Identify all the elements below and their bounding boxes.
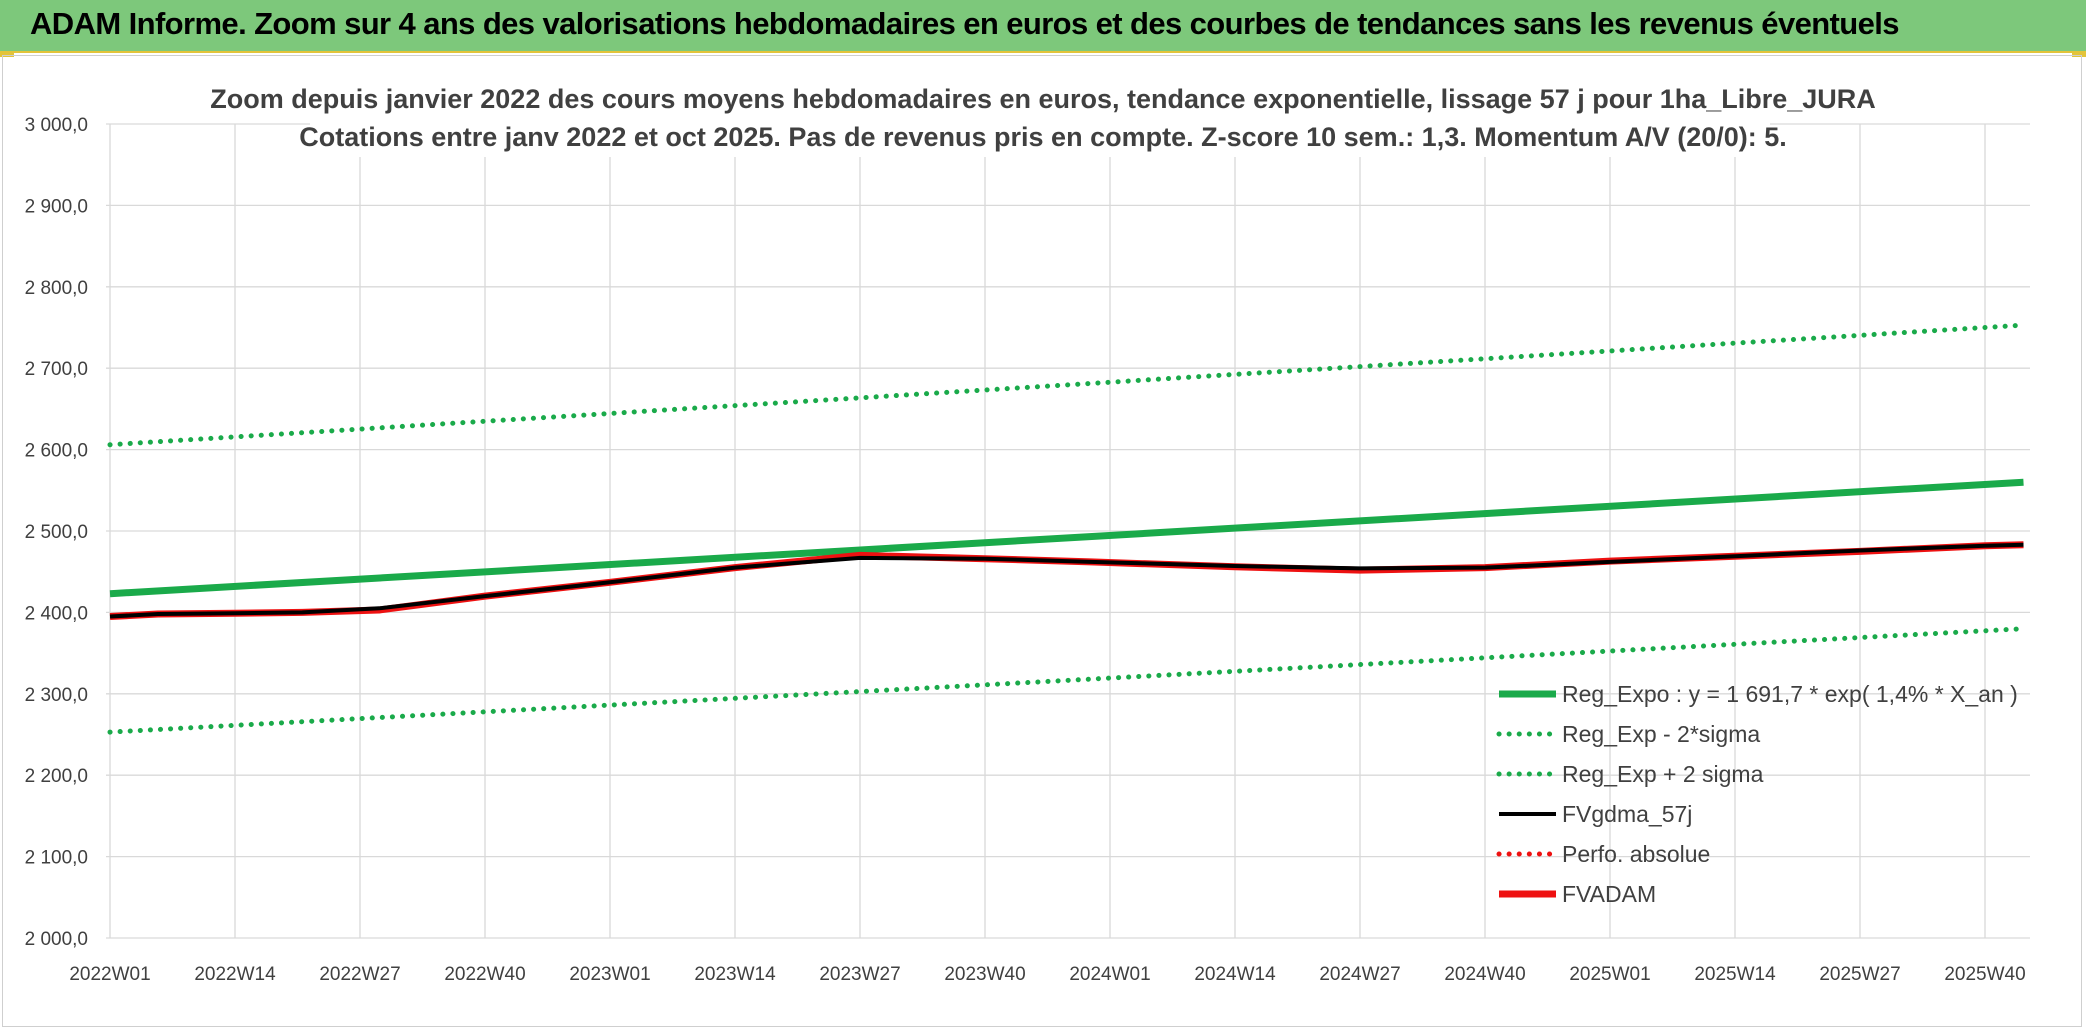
legend-entry-label: Reg_Exp - 2*sigma: [1562, 721, 1760, 747]
x-axis-ticks: 2022W01 2022W14 2022W27 2022W40 2023W01 2023W…: [69, 964, 2025, 985]
x-tick-label: 2023W27: [819, 964, 900, 985]
y-axis-ticks: 2 000,0 2 100,0 2 200,0 2 300,0 2 400,0 2 500…: [25, 115, 88, 950]
x-tick-label: 2022W40: [444, 964, 525, 985]
x-tick-label: 2024W01: [1069, 964, 1150, 985]
series-line-2: [107, 322, 2026, 448]
legend-entry-label: Perfo. absolue: [1562, 841, 1710, 867]
x-tick-label: 2025W27: [1819, 964, 1900, 985]
y-tick-label: 2 200,0: [25, 766, 88, 787]
x-tick-label: 2024W14: [1194, 964, 1276, 985]
chart-grid: [106, 123, 2030, 939]
x-tick-label: 2024W27: [1319, 964, 1400, 985]
chart-legend: Reg_Expo : y = 1 691,7 * exp( 1,4% * X_a…: [1496, 681, 2018, 907]
legend-entry-label: Reg_Expo : y = 1 691,7 * exp( 1,4% * X_a…: [1562, 681, 2018, 707]
chart-title-line-1: Zoom depuis janvier 2022 des cours moyen…: [210, 84, 1876, 114]
legend-entry-label: Reg_Exp + 2 sigma: [1562, 761, 1764, 787]
series-line-0: [109, 478, 2024, 598]
y-tick-label: 2 600,0: [25, 441, 88, 462]
chart-title-line-2: Cotations entre janv 2022 et oct 2025. P…: [299, 122, 1787, 152]
y-tick-label: 2 500,0: [25, 522, 88, 543]
x-tick-label: 2025W40: [1944, 964, 2025, 985]
title-background: [310, 75, 1770, 157]
chart-series: [107, 322, 2026, 735]
legend-entry-label: FVgdma_57j: [1562, 801, 1692, 827]
x-tick-label: 2023W01: [569, 964, 650, 985]
series-line-1: [107, 626, 2026, 735]
x-tick-label: 2024W40: [1444, 964, 1525, 985]
y-tick-label: 2 000,0: [25, 929, 88, 950]
report-banner: ADAM Informe. Zoom sur 4 ans des valoris…: [0, 0, 2086, 53]
y-tick-label: 3 000,0: [25, 115, 88, 136]
x-tick-label: 2022W27: [319, 964, 400, 985]
chart-frame: [2, 55, 2082, 1027]
x-tick-label: 2025W14: [1694, 964, 1776, 985]
x-tick-label: 2023W40: [944, 964, 1025, 985]
y-tick-label: 2 900,0: [25, 196, 88, 217]
series-line-3: [109, 542, 2024, 619]
x-tick-label: 2022W14: [194, 964, 276, 985]
x-tick-label: 2022W01: [69, 964, 150, 985]
x-tick-label: 2025W01: [1569, 964, 1650, 985]
y-tick-label: 2 800,0: [25, 278, 88, 299]
x-tick-label: 2023W14: [694, 964, 776, 985]
y-tick-label: 2 400,0: [25, 603, 88, 624]
y-tick-label: 2 700,0: [25, 359, 88, 380]
banner-title: ADAM Informe. Zoom sur 4 ans des valoris…: [30, 6, 1900, 41]
chart-title: Zoom depuis janvier 2022 des cours moyen…: [210, 75, 1876, 157]
y-tick-label: 2 300,0: [25, 685, 88, 706]
y-tick-label: 2 100,0: [25, 848, 88, 869]
legend-entry-label: FVADAM: [1562, 881, 1656, 907]
